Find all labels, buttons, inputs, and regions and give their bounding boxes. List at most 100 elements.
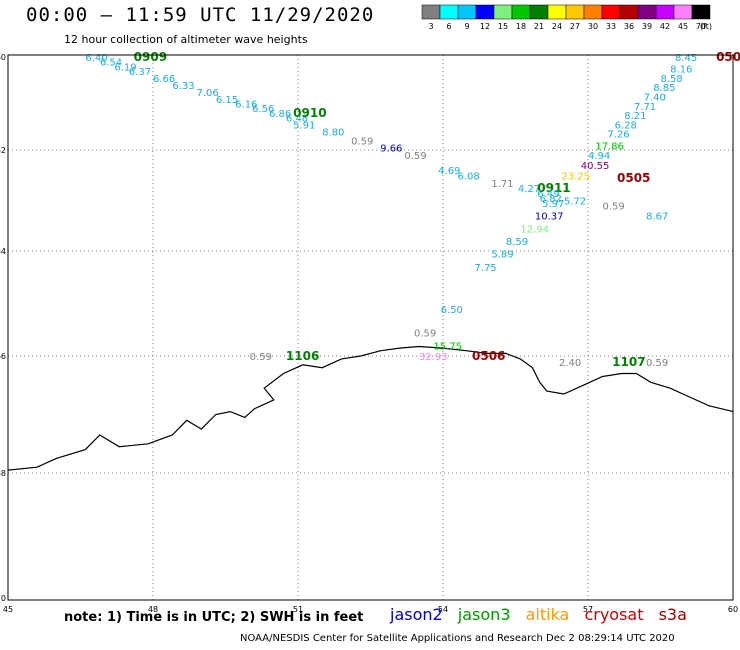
color-swatch: [457, 4, 477, 20]
color-swatch: [691, 4, 711, 20]
wave-height-value: 8.67: [646, 212, 668, 223]
color-swatch-label: 6: [446, 22, 451, 31]
wave-height-value: 8.80: [322, 127, 344, 138]
wave-height-value: 8.16: [670, 65, 692, 76]
color-swatch-label: 18: [516, 22, 526, 31]
page-title: 00:00 – 11:59 UTC 11/29/2020: [26, 4, 375, 26]
wave-height-value: 7.71: [634, 102, 656, 113]
coastline: [7, 345, 734, 471]
graticule: [8, 55, 733, 600]
map-frame: [7, 54, 734, 601]
wave-height-value: 10.37: [535, 212, 564, 223]
wave-height-value: 8.45: [675, 53, 697, 64]
wave-height-value: 2.40: [559, 358, 581, 369]
wave-height-value: 7.06: [197, 88, 219, 99]
y-tick-label: -64: [0, 247, 6, 256]
color-swatch-label: 70: [696, 22, 706, 31]
color-swatch: [439, 4, 459, 20]
pass-time-label: 0910: [293, 106, 326, 120]
x-tick-label: 45: [3, 605, 13, 614]
footer-note: note: 1) Time is in UTC; 2) SWH is in fe…: [64, 610, 364, 625]
color-swatch-label: 12: [480, 22, 490, 31]
pass-time-label: 1107: [612, 355, 645, 369]
satellite-jason3: jason3: [457, 605, 511, 624]
wave-height-value: 1.71: [491, 179, 513, 190]
page-subtitle: 12 hour collection of altimeter wave hei…: [64, 33, 308, 46]
wave-height-value: 0.59: [646, 358, 668, 369]
color-swatch: [529, 4, 549, 20]
color-swatch-label: 24: [552, 22, 562, 31]
wave-height-value: 6.82: [540, 194, 562, 205]
wave-height-value: 5.72: [564, 197, 586, 208]
wave-height-value: 6.08: [458, 171, 480, 182]
wave-height-labels: 6.40 0909 6.546.196.376.666.337.066.156.16…: [85, 50, 740, 369]
pass-time-label: 0909: [134, 50, 167, 64]
color-swatch: [565, 4, 585, 20]
satellite-s3a: s3a: [658, 605, 687, 624]
wave-height-value: 7.75: [474, 263, 496, 274]
wave-height-value: 6.49: [537, 189, 559, 200]
wave-height-value: 12.94: [520, 224, 549, 235]
color-swatch: [547, 4, 567, 20]
pass-time-label: 0505: [716, 50, 740, 64]
color-swatch: [619, 4, 639, 20]
wave-height-value: 6.66: [153, 74, 175, 85]
wave-height-value: 23.25: [561, 171, 590, 182]
pass-time-label: 0505: [617, 171, 650, 185]
x-tick-label: 57: [583, 605, 593, 614]
color-swatch-label: 15: [498, 22, 508, 31]
x-tick-label: 54: [438, 605, 448, 614]
wave-height-value: 15.75: [433, 342, 462, 353]
satellite-legend: jason2 jason3 altika cryosat s3a: [390, 605, 697, 624]
color-swatch-label: 42: [660, 22, 670, 31]
wave-height-value: 6.56: [252, 104, 274, 115]
unit-label: (ft): [700, 22, 712, 31]
color-swatch: [583, 4, 603, 20]
y-tick-label: -68: [0, 469, 6, 478]
color-swatch: [493, 4, 513, 20]
wave-height-value: 0.59: [404, 151, 426, 162]
wave-height-value: 4.27: [518, 184, 540, 195]
wave-height-value: 6.50: [441, 305, 463, 316]
color-swatch: [673, 4, 693, 20]
color-scale-legend: 3 6 9 12 15 18 21 24 27 30 33 36 39 42 45 70(ft): [421, 4, 712, 31]
wave-height-value: 8.59: [506, 237, 528, 248]
x-tick-label: 51: [293, 605, 303, 614]
wave-height-value: 0.59: [250, 352, 272, 363]
wave-height-value: 6.54: [100, 58, 122, 69]
wave-height-value: 6.33: [172, 81, 194, 92]
wave-height-value: 0.59: [351, 137, 373, 148]
satellite-altika: altika: [525, 605, 570, 624]
color-swatch: [601, 4, 621, 20]
wave-height-value: 8.21: [624, 111, 646, 122]
wave-height-value: 5.89: [491, 250, 513, 261]
wave-height-value: 8.85: [653, 83, 675, 94]
y-tick-label: -70: [0, 594, 6, 603]
color-swatch-label: 30: [588, 22, 598, 31]
wave-height-value: 8.58: [661, 74, 683, 85]
axis-ticks: 45 48 51 54 57 60 -60 -62 -64 -66 -68 -70: [0, 53, 738, 614]
wave-height-value: 5.97: [542, 199, 564, 210]
color-swatch-label: 45: [678, 22, 688, 31]
satellite-jason2: jason2: [390, 605, 443, 624]
wave-height-value: 4.94: [588, 151, 610, 162]
y-tick-label: -62: [0, 146, 6, 155]
color-swatch: [475, 4, 495, 20]
wave-height-value: 6.48: [286, 113, 308, 124]
y-tick-label: -60: [0, 53, 6, 62]
pass-time-label: 0506: [472, 349, 505, 363]
wave-height-value: 17.86: [595, 141, 624, 152]
wave-height-value: 9.66: [380, 144, 402, 155]
wave-height-value: 7.26: [607, 130, 629, 141]
x-tick-label: 60: [728, 605, 738, 614]
color-swatch-label: 39: [642, 22, 652, 31]
coastline-path: [7, 345, 734, 471]
color-swatch-label: 27: [570, 22, 580, 31]
pass-time-label: 0911: [537, 181, 570, 195]
wave-height-value: 6.15: [216, 95, 238, 106]
wave-height-value: 32.93: [419, 352, 448, 363]
wave-height-value: 6.19: [114, 62, 136, 73]
wave-height-value: 0.59: [603, 202, 625, 213]
color-swatch: [637, 4, 657, 20]
wave-height-value: 6.16: [235, 100, 257, 111]
